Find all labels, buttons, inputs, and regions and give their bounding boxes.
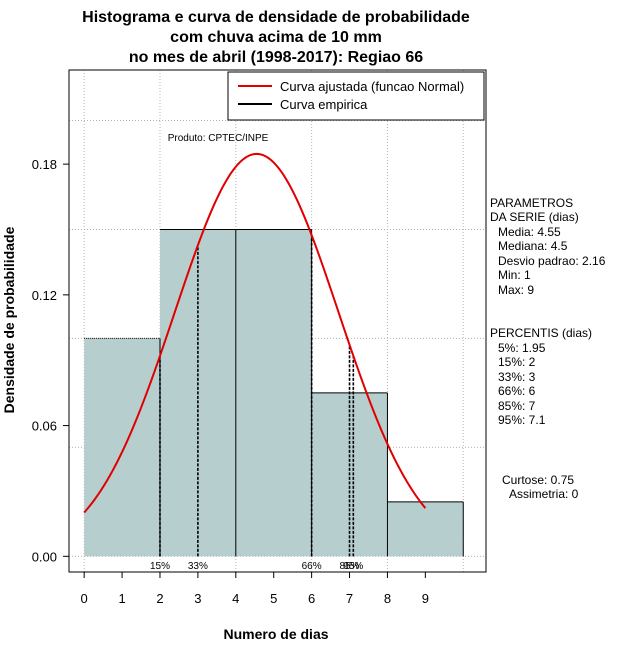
param-min: Min: 1 <box>498 268 531 282</box>
percentile-label: 66% <box>302 561 322 572</box>
legend-label-normal: Curva ajustada (funcao Normal) <box>280 79 464 94</box>
legend: Curva ajustada (funcao Normal) Curva emp… <box>227 71 485 121</box>
plot-frame <box>68 69 487 573</box>
title-line-3: no mes de abril (1998-2017): Regiao 66 <box>129 49 423 66</box>
x-tick-label: 0 <box>81 591 88 606</box>
y-tick-label: 0.00 <box>32 549 57 564</box>
x-tick-label: 1 <box>118 591 125 606</box>
legend-box <box>227 71 485 121</box>
x-tick-label: 3 <box>194 591 201 606</box>
histogram-bars <box>84 228 464 557</box>
x-tick-label: 8 <box>384 591 391 606</box>
percentis-title: PERCENTIS (dias) <box>490 326 592 340</box>
title-line-1: Histograma e curva de densidade de proba… <box>82 9 470 26</box>
percentile-label: 15% <box>150 561 170 572</box>
side-panel: PARAMETROS DA SERIE (dias) Media: 4.55 M… <box>490 196 606 501</box>
percentil-66: 66%: 6 <box>498 384 536 398</box>
axes: 0 1 2 3 4 5 6 7 8 9 0.00 0.06 0.12 0.18 <box>32 157 429 606</box>
percentile-label: 95% <box>343 561 363 572</box>
y-tick-label: 0.18 <box>32 157 57 172</box>
percentil-33: 33%: 3 <box>498 370 536 384</box>
percentil-5: 5%: 1.95 <box>498 341 546 355</box>
percentile-label: 33% <box>188 561 208 572</box>
param-mediana: Mediana: 4.5 <box>498 239 568 253</box>
histogram-bar-5 <box>387 501 464 557</box>
legend-label-empirical: Curva empirica <box>280 97 368 112</box>
x-tick-label: 9 <box>422 591 429 606</box>
x-axis-title: Numero de dias <box>223 626 328 642</box>
plot-border <box>68 69 487 573</box>
stat-assimetria: Assimetria: 0 <box>509 487 579 501</box>
stat-curtose: Curtose: 0.75 <box>502 473 574 487</box>
x-tick-label: 4 <box>232 591 239 606</box>
param-media: Media: 4.55 <box>498 225 561 239</box>
histogram-bar-1 <box>84 338 160 557</box>
param-desvio: Desvio padrao: 2.16 <box>498 254 606 268</box>
title-line-2: com chuva acima de 10 mm <box>170 29 382 46</box>
percentil-85: 85%: 7 <box>498 399 536 413</box>
y-tick-label: 0.06 <box>32 419 57 434</box>
y-axis-title: Densidade de probabilidade <box>1 226 17 413</box>
percentile-lines: 15% 33% 66% 85%95% <box>150 235 363 572</box>
x-tick-label: 5 <box>270 591 277 606</box>
histogram-bar-3 <box>235 229 312 557</box>
params-title-2: DA SERIE (dias) <box>490 210 579 224</box>
y-tick-label: 0.12 <box>32 288 57 303</box>
normal-curve <box>83 152 427 514</box>
x-tick-label: 6 <box>308 591 315 606</box>
percentile-label: 85% <box>340 561 360 572</box>
x-tick-label: 7 <box>346 591 353 606</box>
curves <box>83 152 427 514</box>
param-max: Max: 9 <box>498 283 534 297</box>
percentil-15: 15%: 2 <box>498 355 536 369</box>
product-annotation: Produto: CPTEC/INPE <box>168 133 269 144</box>
percentil-95: 95%: 7.1 <box>498 413 546 427</box>
chart-title: Histograma e curva de densidade de proba… <box>82 9 470 66</box>
params-title-1: PARAMETROS <box>490 196 573 210</box>
x-tick-label: 2 <box>156 591 163 606</box>
